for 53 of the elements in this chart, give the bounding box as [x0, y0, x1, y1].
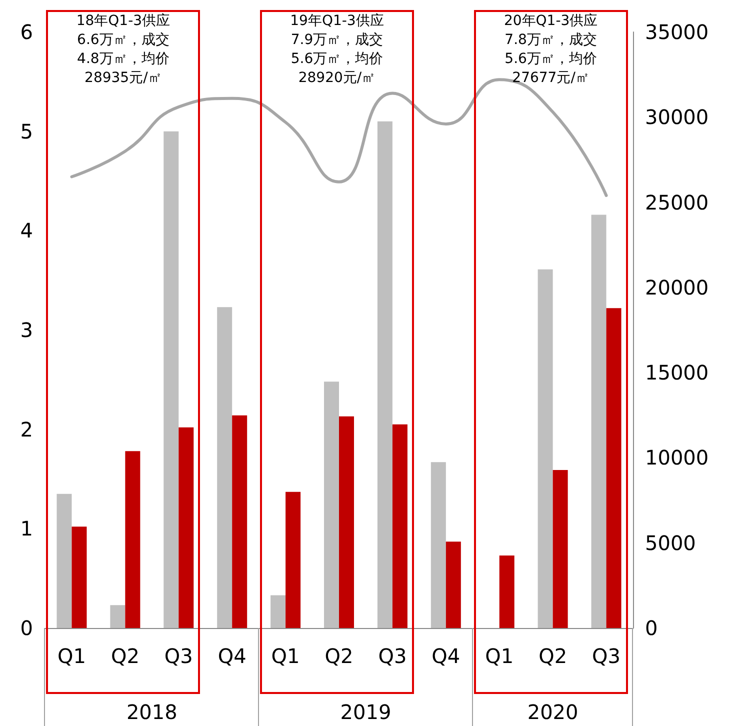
bar — [446, 542, 461, 628]
y2-tick-label: 0 — [645, 616, 658, 640]
y2-tick-label: 20000 — [645, 275, 709, 300]
x-tick-label: Q2 — [110, 644, 140, 668]
x-tick-label: Q3 — [378, 644, 407, 668]
y2-tick-label: 15000 — [645, 360, 709, 385]
bar — [125, 451, 140, 628]
y-tick-label: 5 — [20, 119, 33, 144]
text: 2019 — [339, 699, 392, 725]
y-tick-label: 1 — [20, 516, 33, 541]
bar — [110, 605, 126, 628]
x-tick-label: Q2 — [324, 644, 354, 668]
y2-tick-label: 10000 — [645, 446, 709, 470]
annotation: 20年Q1-3供应 7.8万㎡，成交 5.6万㎡，均价 27677元/㎡ — [502, 12, 599, 88]
y-tick-label: 3 — [20, 318, 33, 342]
x-tick-label: Q4 — [432, 644, 460, 668]
x-tick-label: Q4 — [218, 644, 246, 668]
y2-tick-label: 30000 — [645, 105, 709, 130]
x-tick-label: Q3 — [164, 644, 193, 668]
annotation: 19年Q1-3供应 7.9万㎡，成交 5.6万㎡，均价 28920元/㎡ — [289, 12, 385, 88]
text: 2018 — [125, 699, 178, 725]
y-tick-label: 0 — [20, 616, 33, 640]
bar — [324, 382, 339, 628]
bar — [499, 555, 514, 628]
bar — [56, 494, 72, 628]
bar — [72, 526, 87, 628]
y-tick-label: 2 — [20, 417, 33, 442]
y2-tick-label: 35000 — [645, 20, 709, 44]
bar — [552, 470, 568, 628]
bar — [217, 307, 232, 628]
x-tick-label: Q1 — [485, 644, 514, 668]
bar — [430, 462, 446, 628]
x-tick-label: Q2 — [538, 644, 568, 668]
y2-tick-label: 25000 — [645, 190, 709, 214]
bar — [164, 131, 179, 628]
bar — [178, 427, 194, 628]
bar — [270, 595, 286, 628]
text: 2020 — [526, 699, 580, 725]
y-tick-label: 6 — [20, 20, 33, 44]
bar — [286, 492, 301, 628]
y-tick-label: 4 — [20, 218, 33, 243]
y2-tick-label: 5000 — [645, 530, 696, 555]
x-tick-label: Q3 — [592, 644, 621, 668]
bar — [339, 416, 354, 628]
bar — [591, 214, 606, 628]
x-tick-label: Q1 — [57, 644, 86, 668]
bar — [538, 269, 553, 628]
annotation: 18年Q1-3供应 6.6万㎡，成交 4.8万㎡，均价 28935元/㎡ — [75, 12, 172, 88]
bar — [392, 424, 408, 628]
bar — [232, 415, 248, 628]
bar — [606, 308, 622, 628]
bar — [377, 121, 392, 628]
x-tick-label: Q1 — [271, 644, 300, 668]
